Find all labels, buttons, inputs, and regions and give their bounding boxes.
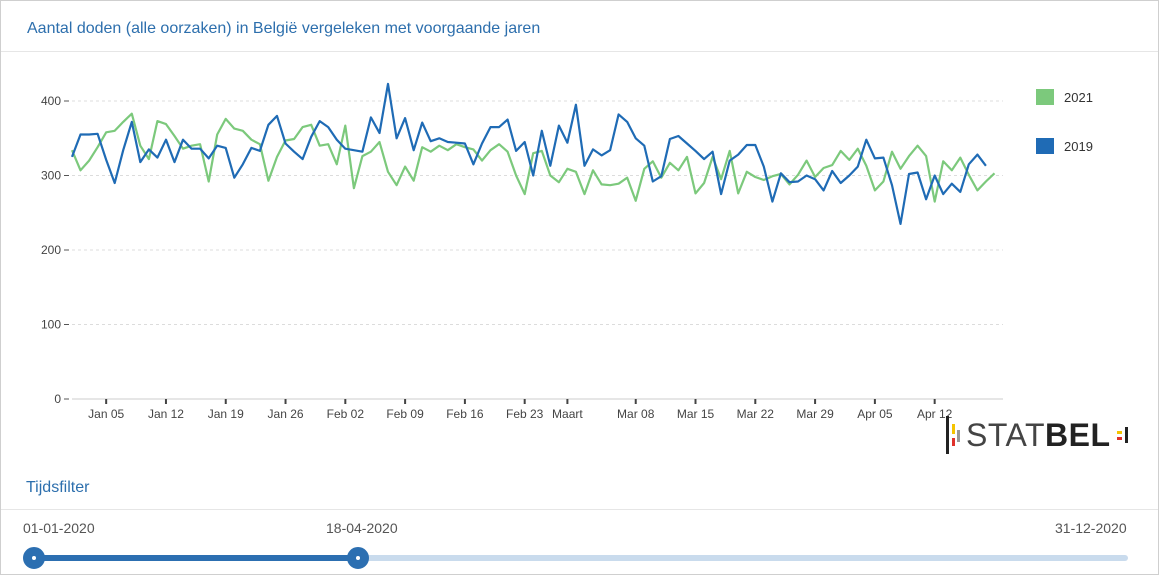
y-tick-label: 100	[41, 318, 61, 332]
x-tick-label: Feb 23	[506, 407, 544, 421]
time-slider-start-handle[interactable]	[23, 547, 45, 569]
x-tick-label: Feb 02	[327, 407, 365, 421]
start-date-label: 01-01-2020	[23, 520, 95, 536]
y-tick-label: 200	[41, 243, 61, 257]
statbel-tail-icon	[1116, 425, 1129, 445]
time-slider-track[interactable]	[34, 555, 1128, 561]
time-slider-end-handle[interactable]	[346, 547, 369, 569]
time-filter-title: Tijdsfilter	[26, 479, 90, 496]
chart-title: Aantal doden (alle oorzaken) in België v…	[27, 20, 541, 37]
x-tick-label: Jan 26	[268, 407, 304, 421]
statbel-mark-icon	[946, 416, 960, 454]
x-tick-label: Jan 12	[148, 407, 184, 421]
x-tick-label: Mar 22	[737, 407, 775, 421]
legend-swatch-2019	[1036, 138, 1054, 154]
series-line-2021	[70, 112, 996, 203]
x-tick-label: Apr 12	[917, 407, 953, 421]
time-filter-divider	[1, 509, 1158, 510]
logo-text-light: STAT	[966, 417, 1046, 453]
x-tick-label: Mar 15	[677, 407, 715, 421]
x-tick-label: Feb 16	[446, 407, 484, 421]
x-tick-label: Jan 05	[88, 407, 124, 421]
line-chart: 0 100 200 300 400 Jan 05 Jan 12 Jan 19 Jan 26 Feb…	[41, 82, 1003, 421]
x-tick-label: Jan 19	[208, 407, 244, 421]
time-slider-range	[34, 555, 358, 561]
x-tick-label: Mar 08	[617, 407, 655, 421]
series-line-2019	[70, 82, 987, 225]
x-tick-label: Feb 09	[386, 407, 424, 421]
statbel-wordmark: STATBEL	[966, 419, 1111, 451]
y-tick-label: 400	[41, 94, 61, 108]
gridlines	[72, 100, 1003, 325]
x-tick-label: Apr 05	[857, 407, 893, 421]
x-tick-label: Maart	[552, 407, 583, 421]
title-divider	[1, 51, 1158, 52]
x-tick-label: Mar 29	[796, 407, 834, 421]
legend-item-2021[interactable]: 2021	[1036, 89, 1093, 105]
y-tick-label: 0	[54, 392, 61, 406]
legend-label-2021: 2021	[1064, 89, 1093, 105]
legend-item-2019[interactable]: 2019	[1036, 138, 1093, 154]
statbel-logo: STATBEL	[946, 416, 1129, 454]
y-tick-label: 300	[41, 169, 61, 183]
selected-date-label: 18-04-2020	[326, 520, 398, 536]
axes: 0 100 200 300 400 Jan 05 Jan 12 Jan 19 Jan 26 Feb…	[41, 94, 1003, 421]
legend-swatch-2021	[1036, 89, 1054, 105]
logo-text-bold: BEL	[1045, 417, 1111, 453]
legend-label-2019: 2019	[1064, 138, 1093, 154]
end-date-label: 31-12-2020	[1055, 520, 1127, 536]
series-lines	[70, 82, 996, 225]
